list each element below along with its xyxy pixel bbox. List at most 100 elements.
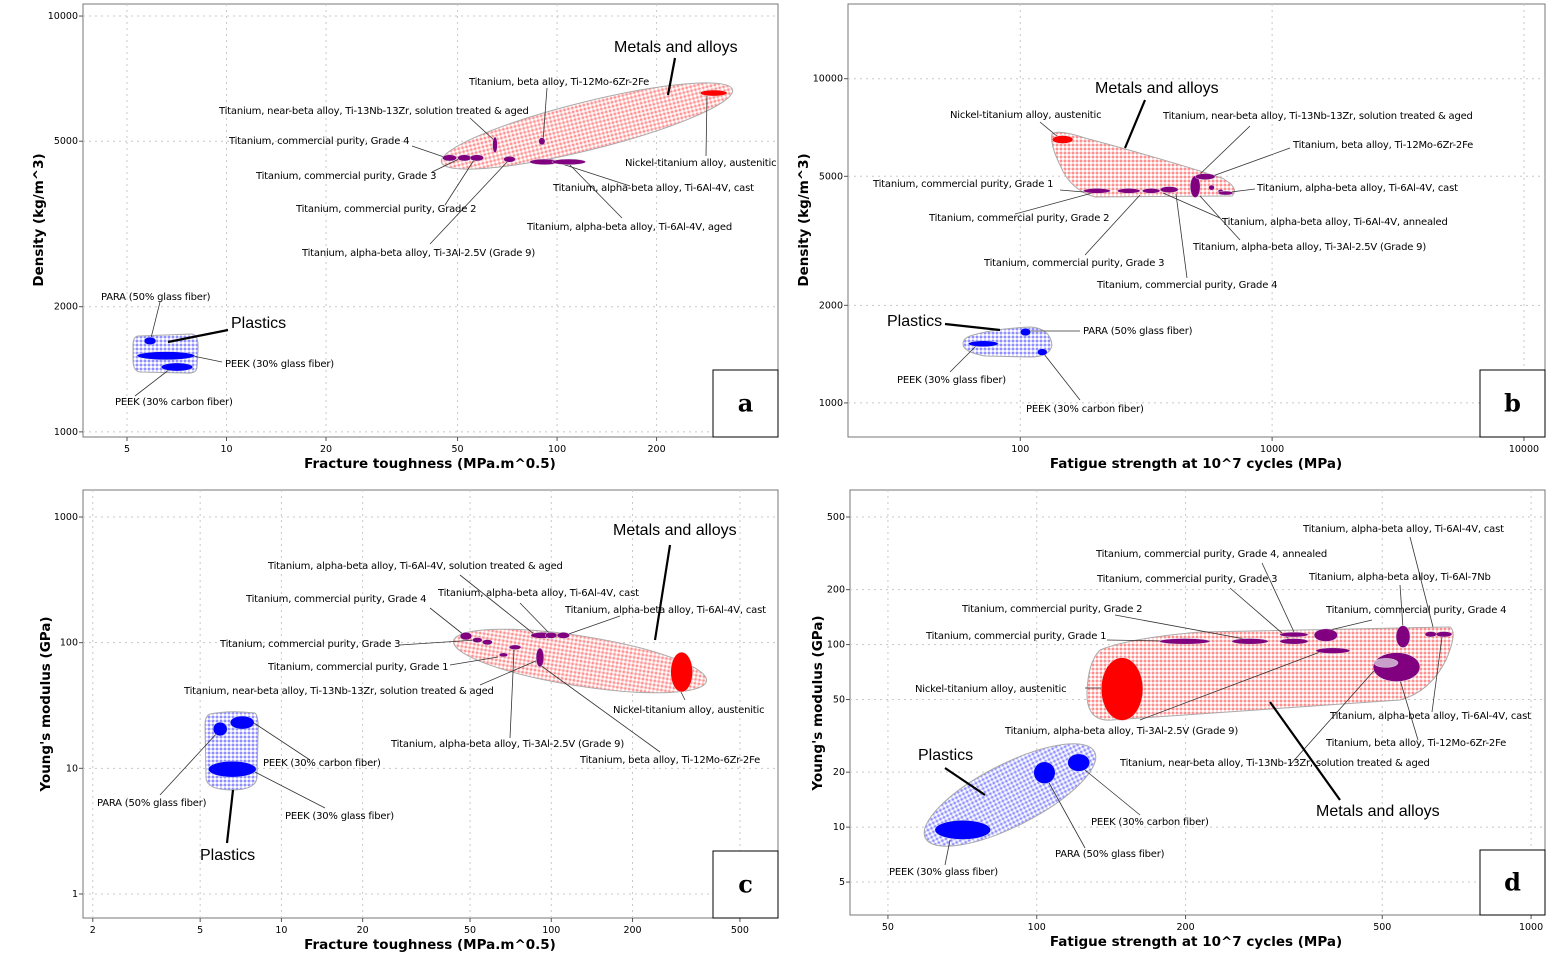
material-label: Titanium, alpha-beta alloy, Ti-6Al-4V, a… (526, 222, 732, 233)
material-bubble[interactable] (1372, 652, 1421, 682)
leader-line (1106, 639, 1164, 642)
material-bubble[interactable] (229, 715, 255, 730)
material-bubble[interactable] (556, 632, 570, 639)
x-tick-label: 5 (197, 925, 203, 936)
leader-line (1230, 188, 1256, 193)
leader-line (1114, 614, 1251, 641)
material-bubble[interactable] (1083, 188, 1111, 194)
family-label: Plastics (200, 847, 255, 864)
family-leader-line (944, 322, 1001, 332)
material-bubble[interactable] (208, 760, 257, 778)
material-bubble[interactable] (1279, 638, 1309, 645)
material-bubble[interactable] (459, 632, 473, 641)
material-bubble[interactable] (136, 351, 196, 361)
material-bubble[interactable] (482, 639, 493, 646)
material-label: Titanium, commercial purity, Grade 1 (925, 631, 1106, 642)
material-bubble[interactable] (1194, 173, 1216, 180)
material-bubble[interactable] (1159, 186, 1179, 193)
material-bubble[interactable] (503, 156, 516, 163)
material-bubble[interactable] (551, 158, 586, 165)
material-bubble[interactable] (545, 632, 558, 639)
material-bubble[interactable] (1279, 631, 1309, 638)
material-bubble[interactable] (1020, 327, 1031, 337)
material-bubble[interactable] (457, 154, 472, 162)
leader-line (542, 87, 548, 142)
material-bubble[interactable] (1141, 188, 1161, 194)
leader-line (944, 839, 951, 866)
material-bubble[interactable] (1067, 753, 1090, 772)
leader-line (449, 656, 499, 666)
material-bubble[interactable] (1424, 631, 1437, 638)
leader-line (1399, 584, 1404, 629)
material-bubble[interactable] (1037, 348, 1048, 356)
material-label: Titanium, beta alloy, Ti-12Mo-6Zr-2Fe (579, 755, 760, 766)
material-bubble[interactable] (143, 336, 157, 346)
material-bubble[interactable] (1052, 135, 1074, 144)
family-label: Metals and alloys (614, 39, 738, 56)
x-tick-label: 50 (882, 922, 894, 933)
material-bubble[interactable] (968, 340, 999, 348)
leader-line (459, 574, 535, 635)
plot-area (82, 3, 779, 438)
material-label: Nickel-titanium alloy, austenitic (950, 110, 1101, 121)
x-tick-label: 1000 (1519, 922, 1543, 933)
material-bubble[interactable] (1373, 658, 1399, 668)
material-label: Titanium, alpha-beta alloy, Ti-3Al-2.5V … (1192, 242, 1426, 253)
x-tick-label: 500 (1373, 922, 1391, 933)
material-bubble[interactable] (492, 136, 498, 154)
material-bubble[interactable] (670, 651, 693, 693)
material-label: PARA (50% glass fiber) (101, 292, 211, 303)
material-bubble[interactable] (1315, 647, 1351, 654)
leader-line (444, 159, 475, 206)
leader-line (1175, 193, 1188, 279)
material-bubble[interactable] (442, 154, 457, 162)
y-tick-label: 10000 (813, 74, 843, 85)
material-bubble[interactable] (1395, 625, 1411, 648)
material-bubble[interactable] (508, 644, 522, 650)
leader-line (1431, 636, 1443, 713)
x-tick-label: 1000 (1260, 444, 1284, 455)
metals-envelope (1051, 131, 1235, 198)
material-bubble[interactable] (1189, 175, 1201, 198)
leader-line (1261, 562, 1295, 633)
material-bubble[interactable] (934, 820, 991, 840)
material-bubble[interactable] (1033, 761, 1056, 784)
material-label: Titanium, alpha-beta alloy, Ti-6Al-4V, c… (1302, 524, 1504, 535)
material-bubble[interactable] (1217, 190, 1234, 196)
material-bubble[interactable] (212, 721, 228, 737)
material-bubble[interactable] (538, 137, 546, 146)
leader-line (192, 355, 223, 363)
panel-letter-box (712, 369, 779, 438)
material-bubble[interactable] (1208, 184, 1215, 191)
material-bubble[interactable] (469, 154, 484, 162)
leader-line (429, 607, 465, 636)
material-label: Titanium, beta alloy, Ti-12Mo-6Zr-2Fe (1292, 140, 1473, 151)
material-bubble[interactable] (1117, 188, 1141, 194)
material-label: Nickel-titanium alloy, austenitic (625, 158, 776, 169)
plot-area (847, 3, 1546, 438)
material-bubble[interactable] (1231, 638, 1269, 645)
material-label: Titanium, commercial purity, Grade 3 (983, 258, 1164, 269)
panel-letter: b (1504, 389, 1521, 418)
leader-line (539, 664, 661, 753)
material-label: Titanium, commercial purity, Grade 3 (255, 171, 436, 182)
x-axis-title: Fatigue strength at 10^7 cycles (MPa) (1050, 456, 1342, 472)
material-label: Titanium, near-beta alloy, Ti-13Nb-13Zr,… (1119, 758, 1430, 769)
material-label: PEEK (30% carbon fiber) (1091, 817, 1209, 828)
leader-line (1047, 780, 1086, 849)
material-bubble[interactable] (472, 637, 483, 643)
leader-line (1409, 536, 1434, 628)
x-tick-label: 100 (542, 925, 560, 936)
panel-letter-box (1479, 849, 1546, 916)
material-label: PARA (50% glass fiber) (97, 798, 207, 809)
material-bubble[interactable] (1159, 638, 1211, 645)
material-bubble[interactable] (498, 652, 509, 658)
material-bubble[interactable] (1313, 628, 1338, 642)
material-bubble[interactable] (699, 89, 728, 97)
material-bubble[interactable] (1435, 631, 1453, 638)
x-tick-label: 200 (647, 444, 665, 455)
leader-line (519, 602, 552, 636)
material-bubble[interactable] (160, 362, 194, 372)
material-bubble[interactable] (1100, 657, 1144, 721)
material-bubble[interactable] (535, 647, 545, 668)
